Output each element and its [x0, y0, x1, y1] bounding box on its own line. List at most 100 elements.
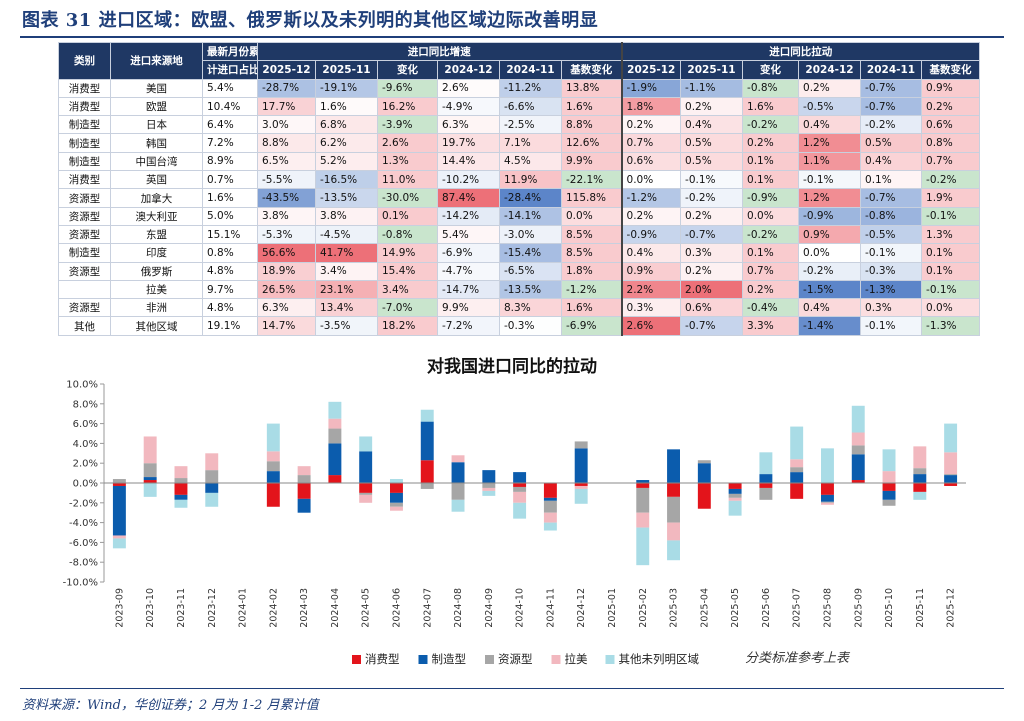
cell-value: 0.9% — [798, 224, 862, 245]
table-row: 资源型 东盟 15.1% -5.3% -4.5% -0.8% 5.4% -3.0% 8.5% -0… — [58, 224, 981, 245]
cell-value: 2.6% — [377, 133, 438, 153]
x-tick-label: 2025-08 — [822, 588, 833, 628]
bar-segment — [697, 463, 711, 483]
cell-value: -0.5% — [798, 96, 862, 117]
cell-category: 资源型 — [58, 298, 111, 318]
bar-segment — [482, 490, 496, 496]
header-rule — [20, 36, 1004, 38]
cell-value: 17.7% — [257, 96, 316, 117]
cell-value: -1.3% — [921, 316, 981, 336]
bar-segment — [205, 492, 219, 507]
bar-segment — [820, 501, 834, 503]
bar-segment — [513, 483, 527, 487]
cell-category: 制造型 — [58, 243, 111, 263]
cell-value: 0.3% — [620, 298, 682, 318]
cell-category: 制造型 — [58, 115, 111, 135]
bar-segment — [420, 460, 434, 483]
cell-value: -3.9% — [377, 115, 438, 135]
cell-value: 7.1% — [499, 133, 562, 153]
bar-segment — [574, 483, 588, 486]
cell-share: 5.4% — [202, 78, 258, 98]
th-sub-6: 2025-12 — [620, 60, 682, 80]
bar-segment — [266, 451, 280, 462]
bar-segment — [359, 436, 373, 452]
x-tick-label: 2024-04 — [330, 588, 341, 628]
th-sub-0: 2025-12 — [257, 60, 316, 80]
bar-segment — [697, 483, 711, 509]
cell-region: 拉美 — [110, 279, 203, 300]
y-tick-label: 10.0% — [66, 380, 98, 391]
cell-value: -0.8% — [860, 206, 923, 226]
cell-region: 东盟 — [110, 224, 203, 245]
bar-segment — [636, 487, 650, 513]
y-tick-label: 8.0% — [73, 399, 98, 410]
bar-segment — [513, 472, 527, 483]
bar-segment — [636, 527, 650, 566]
bar-segment — [482, 483, 496, 488]
x-tick-label: 2025-03 — [669, 588, 680, 628]
cell-share: 10.4% — [202, 96, 258, 117]
cell-share: 4.8% — [202, 261, 258, 281]
table-row: 消费型 欧盟 10.4% 17.7% 1.6% 16.2% -4.9% -6.6% 1.6% 1.… — [58, 96, 981, 117]
cell-value: -0.5% — [860, 224, 923, 245]
cell-value: -14.7% — [437, 279, 500, 300]
x-tick-label: 2024-07 — [422, 588, 433, 628]
cell-value: 0.4% — [798, 115, 862, 135]
bar-segment — [451, 455, 465, 463]
table-row: 制造型 中国台湾 8.9% 6.5% 5.2% 1.3% 14.4% 4.5% 9.9% 0.6%… — [58, 151, 981, 172]
cell-value: -0.7% — [680, 316, 744, 336]
bar-segment — [112, 535, 126, 539]
bar-segment — [574, 488, 588, 504]
cell-value: 16.2% — [377, 96, 438, 117]
x-tick-label: 2024-08 — [453, 588, 464, 628]
cell-value: 9.9% — [560, 151, 623, 172]
table-row: 资源型 加拿大 1.6% -43.5% -13.5% -30.0% 87.4% -28.4% 1… — [58, 188, 981, 208]
bar-segment — [667, 522, 681, 541]
cell-region: 加拿大 — [110, 188, 203, 208]
cell-value: 0.3% — [860, 298, 923, 318]
table-row: 资源型 俄罗斯 4.8% 18.9% 3.4% 15.4% -4.7% -6.5% 1.8% 0.… — [58, 261, 981, 281]
cell-value: -14.2% — [437, 206, 500, 226]
cell-category: 消费型 — [58, 170, 111, 190]
th-category: 类别 — [58, 42, 111, 80]
cell-share: 8.9% — [202, 151, 258, 172]
bar-segment — [851, 480, 865, 483]
bar-segment — [420, 483, 434, 489]
cell-value: -0.1% — [860, 316, 923, 336]
cell-value: 0.1% — [742, 151, 800, 172]
cell-category: 资源型 — [58, 206, 111, 226]
legend-swatch — [418, 655, 428, 664]
cell-value: 1.6% — [742, 96, 800, 117]
cell-value: 0.4% — [680, 115, 744, 135]
bar-segment — [513, 491, 527, 503]
cell-value: -15.4% — [499, 243, 562, 263]
bar-segment — [205, 453, 219, 471]
bar-segment — [297, 483, 311, 499]
bar-segment — [790, 483, 804, 499]
bar-segment — [820, 483, 834, 495]
bar-segment — [482, 487, 496, 491]
bar-segment — [882, 483, 896, 491]
cell-share: 19.1% — [202, 316, 258, 336]
th-yoy-group: 进口同比增速 — [256, 41, 623, 62]
bar-segment — [728, 500, 742, 516]
bar-segment — [297, 466, 311, 476]
cell-value: -1.3% — [860, 279, 923, 300]
cell-value: 6.3% — [437, 115, 500, 135]
cell-value: -0.2% — [798, 261, 862, 281]
cell-value: 12.6% — [560, 133, 623, 153]
cell-value: -0.4% — [742, 298, 800, 318]
bar-segment — [759, 474, 773, 483]
cell-value: 0.3% — [680, 243, 744, 263]
bar-segment — [451, 499, 465, 512]
cell-value: -0.2% — [742, 224, 800, 245]
cell-value: 0.8% — [921, 133, 981, 153]
cell-value: -16.5% — [315, 170, 378, 190]
bar-segment — [820, 494, 834, 502]
cell-value: 0.2% — [742, 133, 800, 153]
table-row: 制造型 韩国 7.2% 8.8% 6.2% 2.6% 19.7% 7.1% 12.6% 0.7% 0… — [58, 133, 981, 153]
cell-region: 英国 — [110, 170, 203, 190]
cell-value: 23.1% — [315, 279, 378, 300]
th-sub-9: 2024-12 — [798, 60, 862, 80]
cell-value: -22.1% — [560, 170, 623, 190]
